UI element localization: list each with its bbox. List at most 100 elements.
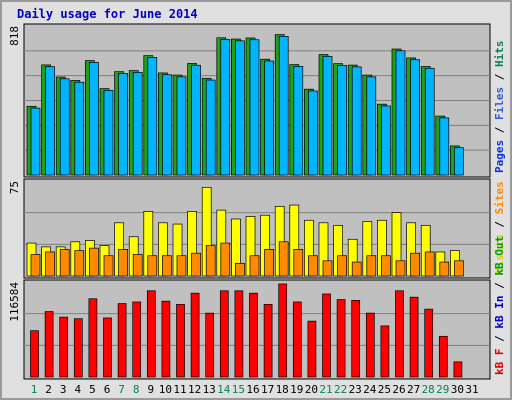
legend-entry: Pages — [493, 140, 506, 173]
bar-kb-f-day-28 — [424, 308, 434, 378]
legend-entry: / — [493, 120, 506, 140]
bar-sites-day-3 — [59, 249, 70, 277]
x-tick-label: 14 — [217, 383, 231, 396]
bar-sites-day-17 — [264, 249, 274, 277]
bar-kb-f-day-13 — [205, 312, 215, 378]
x-tick-label: 19 — [290, 383, 303, 396]
bar-files-day-16 — [249, 39, 260, 176]
x-tick-label: 24 — [363, 383, 377, 396]
x-tick-label: 27 — [407, 383, 420, 396]
bar-kb-f-day-20 — [307, 320, 317, 378]
x-tick-label: 26 — [392, 383, 405, 396]
bar-files-day-10 — [162, 74, 172, 176]
x-tick-label: 23 — [349, 383, 362, 396]
bar-sites-day-16 — [249, 255, 260, 277]
x-tick-label: 31 — [465, 383, 478, 396]
legend-middle: Visits / Sites — [493, 181, 506, 274]
legend-entry: / — [493, 214, 506, 234]
bar-sites-day-10 — [162, 255, 172, 277]
bar-files-day-28 — [424, 67, 435, 176]
bar-files-day-26 — [395, 50, 406, 176]
x-tick-label: 3 — [60, 383, 67, 396]
x-tick-label: 7 — [118, 383, 125, 396]
legend-entry: / — [493, 276, 506, 296]
bar-sites-day-19 — [293, 249, 304, 277]
bar-sites-day-30 — [454, 260, 464, 277]
bar-files-day-11 — [176, 76, 187, 176]
bar-kb-f-day-26 — [395, 290, 404, 378]
bar-files-day-21 — [322, 55, 333, 176]
legend-entry: / — [493, 329, 506, 349]
bar-kb-f-day-3 — [59, 316, 69, 378]
x-tick-label: 2 — [45, 383, 52, 396]
x-tick-label: 4 — [74, 383, 81, 396]
bar-sites-day-25 — [381, 255, 391, 277]
x-tick-label: 21 — [319, 383, 332, 396]
bar-files-day-19 — [293, 65, 304, 176]
panel-visits-sites: 75 — [8, 178, 491, 279]
bar-files-day-2 — [45, 66, 55, 176]
chart-title: Daily usage for June 2014 — [17, 7, 198, 21]
x-tick-label: 28 — [422, 383, 435, 396]
bar-sites-day-28 — [424, 251, 435, 277]
bar-files-day-17 — [264, 60, 274, 176]
x-tick-label: 29 — [436, 383, 449, 396]
x-tick-label: 12 — [188, 383, 201, 396]
y-max-label: 116584 — [8, 282, 21, 322]
bar-sites-day-8 — [132, 254, 143, 277]
bar-sites-day-23 — [351, 261, 362, 277]
bar-files-day-6 — [103, 90, 114, 176]
bar-kb-f-day-6 — [103, 317, 112, 378]
bar-kb-f-day-23 — [351, 300, 361, 378]
bar-files-day-4 — [74, 81, 85, 176]
bar-files-day-8 — [132, 72, 143, 176]
x-tick-label: 17 — [261, 383, 274, 396]
y-max-label: 818 — [8, 26, 21, 46]
bar-kb-f-day-12 — [190, 292, 200, 378]
legend-entry: kB In — [493, 296, 506, 329]
bar-sites-day-2 — [45, 251, 55, 277]
bar-kb-f-day-4 — [73, 318, 83, 378]
bar-files-day-14 — [220, 39, 231, 176]
bar-kb-f-day-14 — [219, 290, 229, 378]
x-tick-label: 11 — [173, 383, 186, 396]
bar-files-day-9 — [147, 57, 158, 176]
bar-files-day-23 — [351, 66, 362, 176]
bar-files-day-5 — [89, 62, 99, 176]
bar-sites-day-6 — [103, 255, 114, 277]
bar-kb-f-day-11 — [176, 304, 185, 378]
bar-files-day-20 — [308, 90, 318, 176]
x-tick-label: 10 — [159, 383, 172, 396]
bar-sites-day-20 — [308, 255, 318, 277]
bar-files-day-30 — [454, 147, 464, 176]
bar-sites-day-26 — [395, 260, 406, 277]
bar-sites-day-4 — [74, 250, 85, 277]
bar-kb-f-day-9 — [146, 290, 156, 378]
bar-sites-day-9 — [147, 255, 158, 277]
bar-kb-f-day-21 — [322, 293, 331, 378]
bar-files-day-22 — [337, 65, 347, 176]
legend-bottom: kB F / kB In / kB Out — [493, 236, 506, 375]
x-tick-label: 18 — [276, 383, 289, 396]
bar-kb-f-day-8 — [132, 301, 142, 378]
x-tick-label: 6 — [104, 383, 111, 396]
bar-sites-day-1 — [30, 254, 41, 277]
bar-kb-f-day-5 — [88, 298, 98, 378]
bar-sites-day-7 — [118, 249, 128, 277]
bar-files-day-18 — [278, 35, 289, 176]
x-tick-label: 1 — [31, 383, 38, 396]
x-tick-label: 20 — [305, 383, 318, 396]
x-tick-label: 22 — [334, 383, 347, 396]
bar-files-day-3 — [59, 78, 70, 176]
bar-kb-f-day-16 — [249, 292, 258, 378]
bar-sites-day-11 — [176, 255, 187, 277]
bar-kb-f-day-1 — [30, 330, 39, 378]
legend-entry: Hits — [493, 41, 506, 68]
bar-files-day-24 — [366, 76, 377, 176]
legend-top: Pages / Files / Hits — [493, 41, 506, 174]
bar-kb-f-day-18 — [278, 283, 288, 378]
bar-files-day-7 — [118, 73, 128, 176]
bar-sites-day-24 — [366, 255, 377, 277]
legend-entry: Files — [493, 87, 506, 120]
